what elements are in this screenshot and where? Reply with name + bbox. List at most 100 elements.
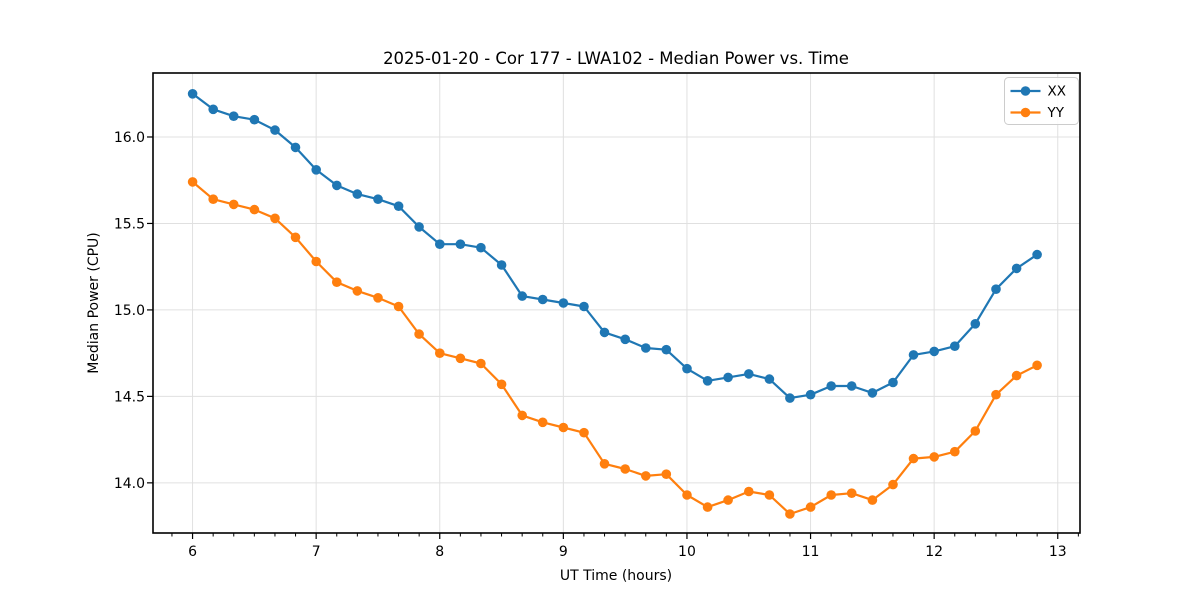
data-point-XX — [805, 389, 816, 400]
data-point-YY — [311, 256, 322, 267]
x-axis-label: UT Time (hours) — [560, 568, 672, 584]
series-layer — [187, 89, 1042, 519]
data-point-XX — [970, 319, 981, 329]
data-point-YY — [270, 213, 280, 224]
data-point-XX — [496, 260, 507, 270]
x-tick-label: 7 — [312, 544, 321, 560]
data-point-XX — [517, 291, 527, 301]
data-point-XX — [764, 374, 775, 384]
x-tick-label: 9 — [559, 544, 568, 560]
data-point-YY — [888, 479, 898, 490]
data-point-YY — [558, 422, 569, 433]
data-point-XX — [393, 201, 404, 211]
data-point-YY — [785, 509, 795, 519]
x-tick-label: 13 — [1049, 544, 1067, 560]
plot-border — [152, 72, 1081, 534]
data-point-YY — [599, 459, 610, 469]
data-point-YY — [661, 469, 672, 480]
legend-label-YY: YY — [1047, 105, 1065, 121]
plot-area — [153, 73, 1080, 533]
data-point-XX — [846, 381, 857, 391]
data-point-YY — [867, 495, 878, 505]
data-point-XX — [661, 344, 672, 355]
series-line-YY — [191, 180, 1039, 516]
x-tick-label: 6 — [188, 544, 197, 560]
data-point-YY — [702, 502, 713, 512]
legend-box — [1004, 77, 1079, 125]
legend-label-XX: XX — [1048, 84, 1067, 100]
data-point-YY — [455, 353, 466, 364]
y-axis-label: Median Power (CPU) — [86, 232, 102, 374]
data-point-XX — [476, 242, 486, 253]
data-point-YY — [414, 329, 424, 339]
data-point-YY — [764, 490, 775, 500]
data-point-YY — [228, 199, 239, 210]
data-point-XX — [620, 334, 630, 345]
data-point-XX — [373, 194, 383, 204]
data-point-YY — [435, 348, 445, 359]
data-point-XX — [888, 377, 898, 388]
data-point-YY — [991, 389, 1001, 400]
data-point-YY — [517, 410, 527, 421]
data-point-XX — [290, 142, 301, 153]
x-tick-label: 12 — [925, 544, 943, 560]
data-point-XX — [908, 350, 919, 360]
y-tick-label: 14.5 — [114, 389, 145, 405]
data-point-YY — [846, 488, 857, 499]
data-point-YY — [641, 471, 651, 481]
data-point-XX — [1011, 263, 1022, 274]
data-point-XX — [352, 189, 363, 199]
x-tick-label: 8 — [435, 544, 444, 560]
data-point-XX — [929, 346, 939, 357]
data-point-XX — [435, 239, 445, 249]
data-point-YY — [744, 486, 754, 497]
grid-layer — [153, 73, 1080, 533]
data-point-YY — [496, 379, 507, 390]
data-point-XX — [558, 298, 569, 308]
data-point-YY — [970, 426, 981, 436]
data-point-YY — [332, 277, 342, 288]
data-point-XX — [270, 125, 280, 135]
data-point-XX — [249, 114, 260, 125]
data-point-YY — [1032, 360, 1042, 371]
data-point-XX — [950, 341, 960, 352]
y-tick-label: 15.0 — [114, 303, 145, 319]
data-point-YY — [929, 452, 939, 462]
data-point-YY — [950, 446, 960, 457]
data-point-YY — [373, 293, 383, 303]
data-point-XX — [744, 369, 754, 379]
data-point-XX — [599, 327, 610, 338]
data-point-YY — [537, 417, 548, 428]
data-point-YY — [805, 502, 816, 512]
data-point-YY — [187, 177, 198, 187]
data-point-YY — [908, 453, 919, 464]
data-point-XX — [641, 343, 651, 353]
data-point-YY — [826, 490, 836, 500]
data-point-XX — [208, 104, 218, 115]
data-point-YY — [393, 301, 404, 312]
legend: XX YY — [1004, 77, 1079, 125]
data-point-XX — [702, 376, 713, 386]
data-point-XX — [228, 111, 239, 121]
data-point-YY — [476, 358, 486, 369]
data-point-YY — [620, 464, 630, 474]
data-point-XX — [723, 372, 733, 383]
data-point-XX — [455, 239, 466, 249]
data-point-YY — [579, 427, 589, 438]
data-point-XX — [826, 381, 836, 391]
data-point-XX — [785, 393, 795, 403]
data-point-XX — [414, 222, 424, 232]
y-tick-label: 15.5 — [114, 216, 145, 232]
y-tick-label: 16.0 — [114, 130, 145, 146]
data-point-YY — [723, 495, 733, 505]
data-point-YY — [682, 490, 692, 500]
legend-marker-YY — [1020, 107, 1031, 118]
x-tick-label: 10 — [678, 544, 696, 560]
data-point-YY — [352, 286, 363, 296]
legend-marker-XX — [1020, 86, 1031, 96]
data-point-XX — [1032, 249, 1042, 260]
data-point-YY — [208, 194, 218, 204]
data-point-XX — [682, 363, 692, 374]
